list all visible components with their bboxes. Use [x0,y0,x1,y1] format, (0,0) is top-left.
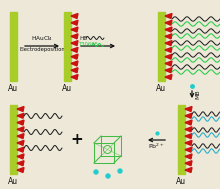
Text: Au: Au [62,84,73,93]
Polygon shape [165,68,172,73]
Bar [94,143,114,163]
Polygon shape [165,27,172,32]
Polygon shape [185,147,192,152]
Circle shape [106,174,110,178]
Text: Au: Au [8,177,18,186]
Polygon shape [165,13,172,19]
Polygon shape [165,47,172,52]
Polygon shape [185,140,192,145]
Bar [10,12,17,81]
Polygon shape [165,41,172,46]
Polygon shape [165,74,172,80]
Text: T30695: T30695 [79,43,99,47]
Text: Au: Au [156,84,167,93]
Polygon shape [17,147,24,152]
Polygon shape [71,20,78,25]
Text: +: + [71,132,83,147]
Polygon shape [185,113,192,118]
Bar [178,105,185,174]
Bar [10,105,17,174]
Text: $\mathregular{Pb^{2+}}$: $\mathregular{Pb^{2+}}$ [148,142,165,151]
Polygon shape [71,13,78,19]
Polygon shape [185,154,192,159]
Bar [64,12,71,81]
Text: $\mathregular{HAuCl_4}$: $\mathregular{HAuCl_4}$ [31,34,53,43]
Polygon shape [17,120,24,125]
Polygon shape [71,41,78,46]
Polygon shape [185,167,192,173]
Polygon shape [17,140,24,145]
Text: MB: MB [195,89,200,99]
Text: H8: H8 [79,36,87,40]
Circle shape [94,170,98,174]
Text: Au: Au [176,177,187,186]
Text: Electrodeposition: Electrodeposition [19,47,65,52]
Polygon shape [71,54,78,59]
Polygon shape [17,154,24,159]
Polygon shape [165,20,172,25]
Polygon shape [17,113,24,118]
Polygon shape [185,120,192,125]
Polygon shape [71,27,78,32]
Polygon shape [71,74,78,80]
Polygon shape [17,106,24,112]
Polygon shape [165,34,172,39]
Polygon shape [185,134,192,139]
Polygon shape [71,34,78,39]
Polygon shape [185,127,192,132]
Polygon shape [71,68,78,73]
Polygon shape [165,54,172,59]
Text: Au: Au [8,84,18,93]
Polygon shape [185,106,192,112]
Polygon shape [17,161,24,166]
Polygon shape [165,61,172,66]
Polygon shape [71,61,78,66]
Polygon shape [17,167,24,173]
Polygon shape [185,161,192,166]
Polygon shape [71,47,78,52]
Bar [158,12,165,81]
Circle shape [118,169,122,173]
Polygon shape [17,134,24,139]
Polygon shape [17,127,24,132]
